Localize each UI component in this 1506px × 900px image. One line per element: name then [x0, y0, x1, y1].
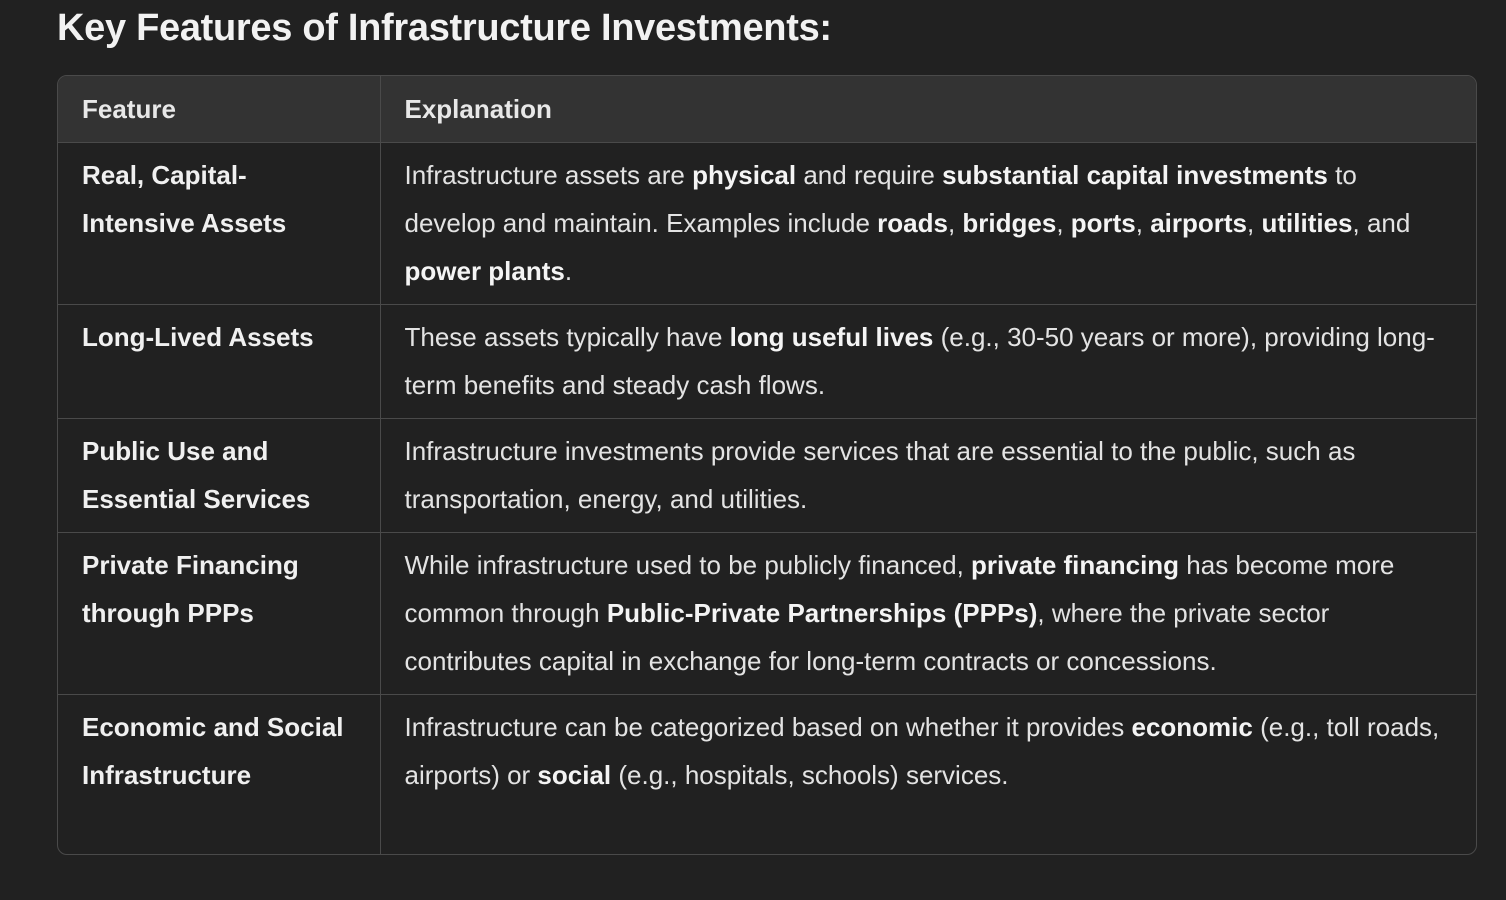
table-row: Public Use and Essential Services Infras…: [58, 418, 1476, 533]
explanation-cell: While infrastructure used to be publicly…: [380, 532, 1476, 695]
feature-cell: Public Use and Essential Services: [58, 418, 381, 533]
explanation-cell: Infrastructure investments provide servi…: [380, 418, 1476, 533]
table-header-row: Feature Explanation: [58, 76, 1476, 143]
explanation-cell: Infrastructure assets are physical and r…: [380, 142, 1476, 305]
table-row: Private Financing through PPPs While inf…: [58, 532, 1476, 695]
feature-cell: Real, Capital-Intensive Assets: [58, 142, 381, 305]
feature-cell: Private Financing through PPPs: [58, 532, 381, 695]
section-heading: Key Features of Infrastructure Investmen…: [57, 7, 832, 49]
table-row: Economic and Social Infrastructure Infra…: [58, 694, 1476, 854]
table-row: Real, Capital-Intensive Assets Infrastru…: [58, 142, 1476, 305]
column-header-feature: Feature: [58, 76, 381, 143]
explanation-cell: Infrastructure can be categorized based …: [404, 711, 1440, 790]
column-header-explanation: Explanation: [380, 76, 1476, 143]
table-row: Long-Lived Assets These assets typically…: [58, 304, 1476, 419]
features-table: Feature Explanation Real, Capital-Intens…: [58, 76, 1476, 854]
explanation-cell: These assets typically have long useful …: [380, 304, 1476, 419]
feature-cell: Long-Lived Assets: [58, 304, 381, 419]
features-table-container: Feature Explanation Real, Capital-Intens…: [57, 75, 1477, 855]
feature-cell: Economic and Social Infrastructure: [58, 694, 381, 854]
